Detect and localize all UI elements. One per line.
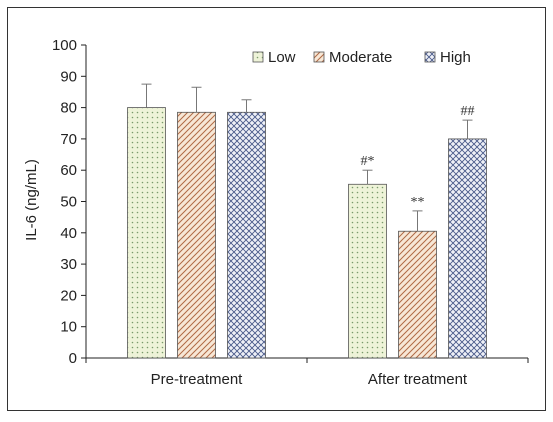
x-category-label: Pre-treatment	[151, 371, 244, 388]
y-axis-title: IL-6 (ng/mL)	[23, 159, 40, 241]
bar-low-0	[127, 107, 166, 359]
legend-label-moderate: Moderate	[329, 49, 392, 66]
x-axis: Pre-treatment After treatment	[85, 357, 529, 388]
legend-swatch-low	[252, 51, 264, 63]
significance-marker: **	[411, 195, 425, 210]
bars: #* ** ##	[127, 83, 487, 359]
y-tick-label: 50	[60, 194, 77, 211]
y-tick-label: 0	[69, 350, 77, 367]
legend: Low Moderate High	[252, 49, 471, 66]
y-tick-label: 10	[60, 319, 77, 336]
bar-moderate-0	[177, 111, 216, 359]
y-tick-label: 20	[60, 287, 77, 304]
y-tick-label: 60	[60, 162, 77, 179]
y-tick-label: 70	[60, 131, 77, 148]
significance-marker: #*	[361, 154, 375, 169]
y-tick-label: 80	[60, 100, 77, 117]
significance-marker: ##	[461, 104, 475, 119]
legend-swatch-high	[424, 51, 436, 63]
y-tick-label: 40	[60, 225, 77, 242]
bar-high-1	[448, 138, 487, 359]
legend-label-high: High	[440, 49, 471, 66]
bar-moderate-1	[398, 230, 437, 359]
y-tick-label: 90	[60, 68, 77, 85]
legend-swatch-moderate	[313, 51, 325, 63]
bar-high-0	[227, 111, 266, 359]
y-tick-label: 100	[52, 37, 77, 54]
x-category-label: After treatment	[368, 371, 468, 388]
y-tick-label: 30	[60, 256, 77, 273]
y-axis: 0 10 20 30 40 50 60 70 80 90 100	[52, 37, 87, 367]
bar-low-1	[348, 183, 387, 359]
legend-label-low: Low	[268, 49, 296, 66]
